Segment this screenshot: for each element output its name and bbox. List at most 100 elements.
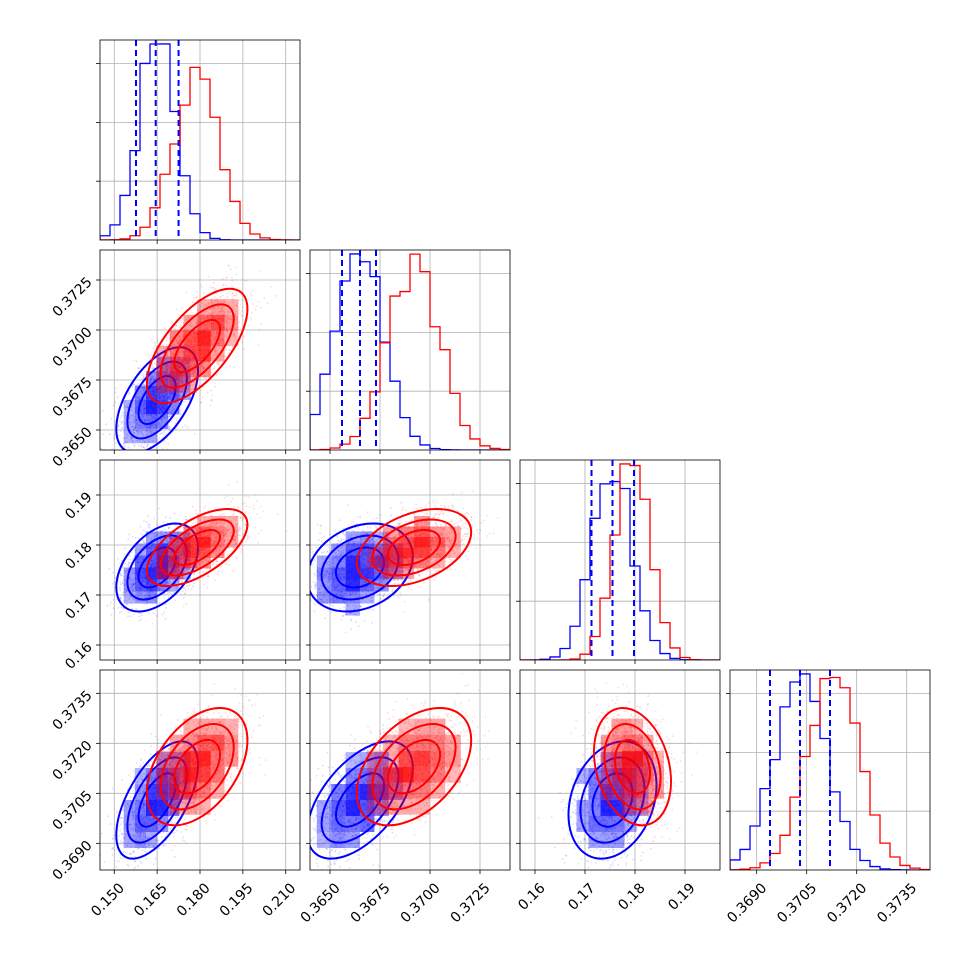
scatter-point (239, 516, 242, 519)
scatter-point (160, 357, 163, 360)
scatter-point (158, 580, 161, 583)
scatter-point (218, 310, 221, 313)
scatter-point (156, 540, 159, 542)
scatter-point (151, 431, 154, 434)
scatter-point (182, 394, 185, 397)
scatter-point (163, 407, 165, 410)
scatter-point (153, 517, 156, 520)
scatter-point (225, 327, 228, 330)
scatter-point (201, 396, 203, 399)
scatter-point (170, 377, 172, 380)
scatter-point (208, 373, 211, 376)
scatter-point (174, 570, 177, 573)
scatter-point (174, 540, 177, 543)
scatter-point (168, 428, 171, 431)
scatter-point (197, 367, 199, 369)
scatter-point (121, 427, 124, 429)
scatter-point (158, 373, 160, 376)
scatter-point (212, 286, 214, 289)
scatter-point (135, 549, 138, 552)
scatter-point (150, 392, 153, 395)
scatter-point (148, 438, 151, 441)
scatter-point (194, 509, 197, 512)
scatter-point (250, 311, 253, 314)
scatter-point (158, 588, 161, 591)
scatter-point (147, 354, 150, 357)
scatter-point (169, 411, 172, 413)
scatter-point (168, 393, 170, 396)
scatter-point (149, 381, 152, 384)
scatter-point (163, 593, 166, 596)
scatter-point (173, 580, 176, 583)
scatter-point (138, 397, 141, 400)
scatter-point (210, 298, 213, 301)
scatter-point (156, 540, 159, 543)
scatter-point (132, 579, 135, 582)
scatter-point (200, 364, 203, 367)
scatter-point (174, 524, 177, 527)
scatter-point (142, 377, 145, 380)
scatter-point (231, 556, 233, 558)
scatter-point (133, 359, 136, 362)
scatter-point (189, 324, 191, 326)
scatter-point (187, 526, 190, 529)
scatter-point (165, 369, 168, 372)
scatter-point (140, 533, 143, 536)
scatter-point (217, 305, 220, 308)
scatter-point (131, 581, 134, 584)
scatter-point (234, 312, 236, 315)
density-cell (157, 371, 169, 386)
scatter-point (235, 292, 238, 295)
scatter-point (124, 400, 127, 403)
scatter-point (170, 382, 173, 385)
scatter-point (149, 429, 152, 432)
scatter-point (166, 355, 169, 358)
scatter-point (161, 530, 163, 532)
scatter-point (225, 326, 227, 329)
scatter-point (236, 310, 239, 313)
scatter-point (171, 409, 174, 412)
scatter-point (157, 387, 159, 389)
scatter-point (231, 279, 234, 282)
scatter-point (239, 551, 242, 553)
scatter-point (238, 309, 241, 312)
scatter-point (160, 533, 163, 536)
scatter-point (166, 374, 169, 377)
scatter-point (132, 583, 135, 586)
scatter-point (187, 588, 190, 590)
scatter-point (127, 563, 129, 566)
scatter-point (151, 588, 154, 591)
scatter-point (144, 564, 147, 567)
scatter-point (175, 377, 178, 380)
scatter-point (213, 353, 216, 356)
scatter-point (216, 573, 219, 576)
scatter-point (132, 429, 135, 432)
scatter-point (141, 595, 143, 598)
scatter-point (163, 389, 166, 392)
scatter-point (168, 591, 171, 594)
scatter-point (216, 352, 219, 355)
scatter-point (127, 402, 130, 405)
scatter-point (155, 615, 158, 617)
scatter-point (158, 358, 161, 360)
scatter-point (180, 593, 183, 596)
scatter-point (123, 422, 126, 425)
scatter-point (226, 322, 229, 325)
scatter-point (198, 372, 201, 375)
scatter-point (225, 333, 228, 336)
scatter-point (157, 589, 160, 592)
scatter-point (234, 535, 236, 538)
scatter-point (179, 387, 181, 390)
density-cell (134, 428, 146, 444)
panel-2-0 (96, 459, 301, 664)
scatter-point (138, 612, 141, 615)
scatter-point (173, 382, 176, 385)
scatter-point (167, 388, 170, 391)
scatter-point (260, 306, 262, 309)
scatter-point (154, 383, 156, 386)
scatter-point (229, 268, 232, 271)
scatter-point (160, 419, 163, 422)
scatter-point (225, 285, 228, 288)
scatter-point (235, 339, 238, 341)
scatter-point (166, 368, 169, 371)
